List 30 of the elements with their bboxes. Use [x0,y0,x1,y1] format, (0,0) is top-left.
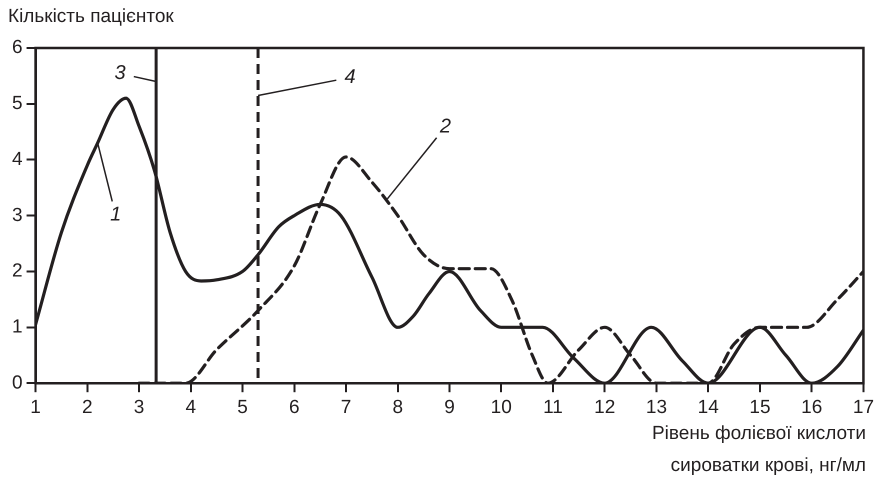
x-tick-label: 12 [594,396,616,418]
annotation: 2 [438,115,451,138]
y-tick-label: 3 [12,204,23,226]
y-tick-label: 0 [12,372,23,394]
x-tick-label: 13 [646,396,668,418]
x-tick-label: 8 [392,396,404,418]
annotation: 1 [110,204,122,226]
x-tick-label: 10 [490,396,512,418]
annotation: 4 [344,66,356,88]
x-tick-label: 9 [444,396,455,418]
y-tick-label: 6 [12,37,23,58]
x-axis-title: Рівень фолієвої кислоти сироватки крові, нг/мл [652,422,866,478]
x-tick-label: 5 [237,396,248,418]
y-tick-label: 4 [12,148,23,170]
x-tick-label: 17 [852,396,874,418]
x-tick-label: 2 [82,396,93,418]
x-tick-label: 1 [30,396,41,418]
annotation: 3 [114,62,126,84]
y-tick-label: 2 [12,260,23,282]
x-tick-label: 15 [749,396,771,418]
y-axis-title: Кількість пацієнток [8,6,174,28]
x-tick-label: 3 [134,396,144,418]
x-tick-label: 4 [186,396,197,418]
x-tick-label: 16 [801,396,822,418]
x-tick-label: 6 [288,396,300,418]
x-tick-label: 7 [340,396,352,418]
y-tick-label: 1 [12,316,23,338]
x-tick-label: 14 [698,396,720,418]
x-tick-label: 11 [543,396,563,418]
y-tick-label: 5 [12,93,23,114]
